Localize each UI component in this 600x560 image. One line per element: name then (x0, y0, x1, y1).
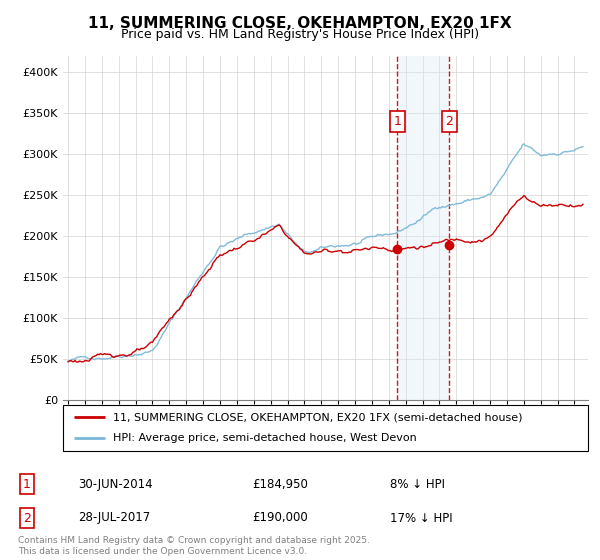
Text: 1: 1 (23, 478, 31, 491)
Text: 28-JUL-2017: 28-JUL-2017 (78, 511, 150, 525)
Text: £184,950: £184,950 (252, 478, 308, 491)
Text: 2: 2 (445, 115, 453, 128)
FancyBboxPatch shape (63, 405, 588, 451)
Text: £190,000: £190,000 (252, 511, 308, 525)
Text: Price paid vs. HM Land Registry's House Price Index (HPI): Price paid vs. HM Land Registry's House … (121, 28, 479, 41)
Bar (397, 56, 449, 400)
Text: 11, SUMMERING CLOSE, OKEHAMPTON, EX20 1FX (semi-detached house): 11, SUMMERING CLOSE, OKEHAMPTON, EX20 1F… (113, 412, 523, 422)
Text: 2: 2 (23, 511, 31, 525)
Text: 17% ↓ HPI: 17% ↓ HPI (390, 511, 452, 525)
Text: 11, SUMMERING CLOSE, OKEHAMPTON, EX20 1FX: 11, SUMMERING CLOSE, OKEHAMPTON, EX20 1F… (88, 16, 512, 31)
Text: HPI: Average price, semi-detached house, West Devon: HPI: Average price, semi-detached house,… (113, 433, 416, 444)
Text: 30-JUN-2014: 30-JUN-2014 (78, 478, 152, 491)
Text: 1: 1 (394, 115, 401, 128)
Text: Contains HM Land Registry data © Crown copyright and database right 2025.
This d: Contains HM Land Registry data © Crown c… (18, 536, 370, 556)
Text: 8% ↓ HPI: 8% ↓ HPI (390, 478, 445, 491)
